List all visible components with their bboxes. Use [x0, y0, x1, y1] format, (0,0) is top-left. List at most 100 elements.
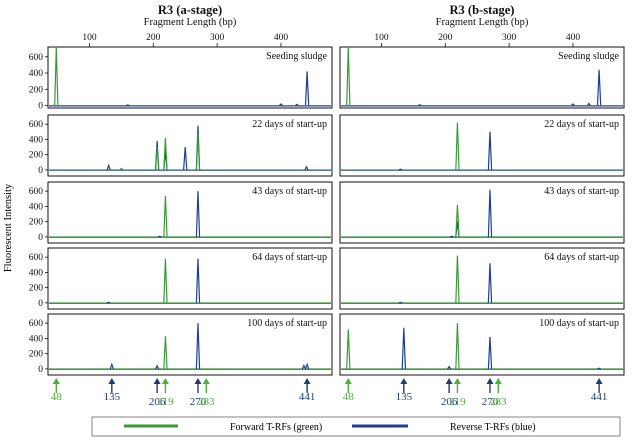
reverse-peak — [398, 301, 403, 304]
marker-label: 48 — [51, 391, 63, 403]
marker-arrow-head — [153, 378, 161, 384]
reverse-peak — [586, 102, 591, 106]
marker-arrow-head — [303, 378, 311, 384]
reverse-peak — [183, 146, 188, 170]
marker-arrow-head — [52, 378, 60, 384]
forward-peak — [346, 329, 351, 369]
panel-2: 43 days of start-up 0 200 400 600 — [29, 181, 333, 244]
panel-label: Seeding sludge — [266, 51, 327, 62]
forward-peak — [163, 137, 168, 170]
x-tick-label: 300 — [210, 33, 225, 43]
marker-arrow-head — [202, 378, 210, 384]
y-tick-label: 600 — [29, 253, 44, 263]
y-tick-label: 0 — [38, 299, 43, 309]
marker-arrow-135 — [108, 378, 116, 393]
marker-label: 270 — [190, 396, 207, 408]
marker-label: 283 — [198, 396, 215, 408]
panel-label: 100 days of start-up — [539, 318, 619, 329]
y-tick-label: 600 — [29, 120, 44, 130]
marker-arrow-219 — [453, 378, 461, 393]
marker-arrow-head — [108, 378, 116, 384]
panel-frame — [47, 46, 333, 109]
marker-arrow-head — [445, 378, 453, 384]
reverse-peak — [304, 71, 310, 106]
marker-arrow-head — [486, 378, 494, 384]
marker-label: 135 — [396, 391, 413, 403]
panel-label: 100 days of start-up — [247, 318, 327, 329]
panel-4: 100 days of start-up 0 200 400 600 — [29, 313, 333, 376]
marker-label: 441 — [591, 391, 608, 403]
reverse-peak — [304, 362, 310, 370]
y-tick-label: 400 — [29, 268, 44, 278]
marker-arrow-head — [595, 378, 603, 384]
reverse-peak — [487, 189, 493, 237]
panel-4: 100 days of start-up — [339, 313, 625, 376]
y-tick-label: 600 — [29, 53, 44, 63]
panel-3: 64 days of start-up 0 200 400 600 — [29, 247, 333, 310]
panel-label: Seeding sludge — [558, 51, 619, 62]
reverse-peak — [487, 336, 493, 369]
reverse-peak — [195, 191, 201, 237]
marker-label: 283 — [490, 396, 507, 408]
panel-frame — [47, 181, 333, 244]
marker-arrow-135 — [400, 378, 408, 393]
panel-frame — [47, 114, 333, 177]
x-tick-label: 100 — [82, 33, 97, 43]
y-tick-label: 400 — [29, 135, 44, 145]
y-tick-label: 0 — [38, 102, 43, 112]
reverse-peak — [109, 362, 114, 370]
panel-label: 43 days of start-up — [544, 186, 619, 197]
panel-3: 64 days of start-up — [339, 247, 625, 310]
reverse-peak — [487, 263, 493, 303]
panel-label: 22 days of start-up — [252, 119, 327, 130]
forward-peak — [455, 204, 460, 237]
reverse-peak — [401, 327, 407, 369]
panel-frame — [339, 247, 625, 310]
reverse-peak — [570, 103, 575, 106]
reverse-peak — [157, 235, 162, 238]
reverse-peak — [125, 104, 130, 107]
panel-label: 43 days of start-up — [252, 186, 327, 197]
legend-forward-label: Forward T-RFs (green) — [230, 422, 322, 433]
forward-peak — [163, 336, 168, 369]
marker-arrow-head — [161, 378, 169, 384]
forward-peak — [154, 146, 160, 170]
reverse-peak — [294, 103, 299, 107]
reverse-peak — [597, 367, 601, 370]
column-title: R3 (a-stage) — [158, 3, 222, 17]
x-tick-label: 200 — [438, 33, 453, 43]
panel-1: 22 days of start-up 0 200 400 600 — [29, 114, 333, 177]
reverse-peak — [301, 364, 307, 370]
chart-column-1: R3 (b-stage)Fragment Length (bp) 100 200 30… — [339, 3, 625, 408]
marker-arrow-219 — [161, 378, 169, 393]
reverse-peak — [449, 235, 454, 238]
forward-peak — [455, 122, 460, 170]
marker-label: 219 — [157, 396, 174, 408]
x-tick-label: 200 — [146, 33, 161, 43]
y-tick-label: 400 — [29, 69, 44, 79]
marker-arrow-head — [453, 378, 461, 384]
reverse-peak — [155, 364, 160, 370]
y-tick-label: 0 — [38, 233, 43, 243]
panel-label: 64 days of start-up — [252, 252, 327, 263]
x-tick-label: 100 — [374, 33, 389, 43]
reverse-peak — [487, 131, 493, 170]
forward-peak — [163, 258, 168, 303]
marker-label: 219 — [449, 396, 466, 408]
forward-peak — [455, 323, 460, 369]
marker-arrow-head — [400, 378, 408, 384]
marker-arrow-441 — [595, 378, 603, 393]
panel-1: 22 days of start-up — [339, 114, 625, 177]
reverse-peak — [304, 165, 309, 171]
marker-arrow-206 — [153, 378, 161, 393]
marker-arrow-head — [494, 378, 502, 384]
panel-0: Seeding sludge 0 200 400 600 — [29, 46, 333, 112]
forward-peak — [195, 133, 201, 170]
y-tick-label: 200 — [29, 85, 44, 95]
panel-0: Seeding sludge — [339, 46, 625, 109]
legend: Forward T-RFs (green) Reverse T-RFs (blu… — [91, 416, 621, 437]
marker-label: 206 — [441, 396, 458, 408]
marker-label: 270 — [482, 396, 499, 408]
marker-arrow-270 — [486, 378, 494, 393]
x-tick-label: 400 — [566, 33, 581, 43]
